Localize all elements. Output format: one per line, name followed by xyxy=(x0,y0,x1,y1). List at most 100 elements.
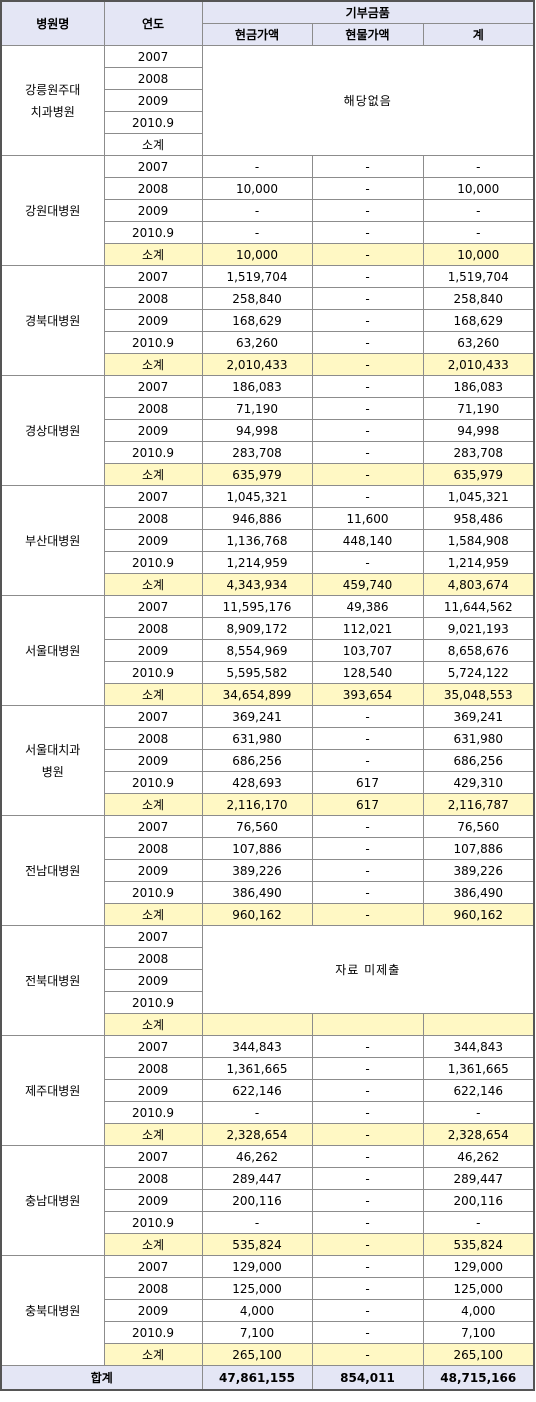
total-cell: 1,045,321 xyxy=(422,485,535,508)
table-row: 2009 622,146-622,146 xyxy=(1,1079,535,1102)
cash-cell: 2,010,433 xyxy=(201,353,313,376)
total-cell: 8,658,676 xyxy=(422,639,535,662)
total-cell: 4,000 xyxy=(422,1299,535,1322)
goods-cell: - xyxy=(311,397,424,420)
total-cell: 4,803,674 xyxy=(422,573,535,596)
year-cell: 2008 xyxy=(103,1277,203,1300)
cash-cell: 34,654,899 xyxy=(201,683,313,706)
year-cell: 2008 xyxy=(103,727,203,750)
note-cell: 해당없음 xyxy=(201,45,535,156)
total-cell: 958,486 xyxy=(422,507,535,530)
goods-cell: - xyxy=(311,331,424,354)
goods-cell: - xyxy=(311,353,424,376)
goods-cell: - xyxy=(311,243,424,266)
cash-cell: 389,226 xyxy=(201,859,313,882)
empty-cell xyxy=(422,1013,535,1036)
year-cell: 2007 xyxy=(103,265,203,288)
cash-cell: 1,519,704 xyxy=(201,265,313,288)
year-cell: 2008 xyxy=(103,837,203,860)
total-cell: 7,100 xyxy=(422,1321,535,1344)
year-cell: 2008 xyxy=(103,287,203,310)
table-row: 2010.9- - - xyxy=(1,221,535,244)
cash-cell: 631,980 xyxy=(201,727,313,750)
year-cell: 2007 xyxy=(103,1035,203,1058)
goods-cell: - xyxy=(311,1321,424,1344)
goods-cell: - xyxy=(311,1299,424,1322)
year-cell: 2007 xyxy=(103,1145,203,1168)
header-hospital: 병원명 xyxy=(0,0,105,46)
total-cell: 107,886 xyxy=(422,837,535,860)
total-cell: 2,328,654 xyxy=(422,1123,535,1146)
table-row: 서울대병원 2007 11,595,176 49,386 11,644,562 xyxy=(0,595,535,706)
hospital-name: 강릉원주대 치과병원 xyxy=(0,45,105,156)
cash-cell: 428,693 xyxy=(201,771,313,794)
table-row: 충북대병원 2007 129,000-129,000 xyxy=(0,1255,535,1366)
year-cell: 소계 xyxy=(103,573,203,596)
goods-cell: - xyxy=(311,441,424,464)
hospital-name: 경북대병원 xyxy=(0,265,105,376)
total-cell: 46,262 xyxy=(422,1145,535,1168)
year-cell: 2008 xyxy=(103,67,203,90)
table-row: 소계 2,328,654-2,328,654 xyxy=(1,1123,535,1146)
goods-cell: 128,540 xyxy=(311,661,424,684)
table-row: 2009 686,256-686,256 xyxy=(1,749,535,772)
year-cell: 2010.9 xyxy=(103,221,203,244)
year-cell: 2007 xyxy=(103,485,203,508)
total-cell: - xyxy=(422,221,535,244)
cash-cell: 289,447 xyxy=(201,1167,313,1190)
cash-cell: 686,256 xyxy=(201,749,313,772)
cash-cell: 168,629 xyxy=(201,309,313,332)
goods-cell: - xyxy=(311,1123,424,1146)
header-donation: 기부금품 xyxy=(201,0,535,24)
cash-cell: 535,824 xyxy=(201,1233,313,1256)
year-cell: 2007 xyxy=(103,45,203,68)
cash-cell: 2,328,654 xyxy=(201,1123,313,1146)
goods-cell: 617 xyxy=(311,771,424,794)
cash-cell: 63,260 xyxy=(201,331,313,354)
year-cell: 2008 xyxy=(103,1167,203,1190)
cash-cell: - xyxy=(201,155,313,178)
year-cell: 소계 xyxy=(103,683,203,706)
year-cell: 2009 xyxy=(103,639,203,662)
note-cell: 자료 미제출 xyxy=(201,925,535,1014)
table-row: 2009 200,116-200,116 xyxy=(1,1189,535,1212)
table-row: 2008 107,886-107,886 xyxy=(1,837,535,860)
total-value: 47,861,155 xyxy=(201,1365,313,1391)
goods-cell: - xyxy=(311,1035,424,1058)
total-cell: 258,840 xyxy=(422,287,535,310)
goods-cell: - xyxy=(311,837,424,860)
goods-cell: 112,021 xyxy=(311,617,424,640)
year-cell: 2009 xyxy=(103,1299,203,1322)
goods-cell: 103,707 xyxy=(311,639,424,662)
total-cell: 344,843 xyxy=(422,1035,535,1058)
cash-cell: 386,490 xyxy=(201,881,313,904)
cash-cell: 1,214,959 xyxy=(201,551,313,574)
table-row: 2009 168,629-168,629 xyxy=(1,309,535,332)
cash-cell: - xyxy=(201,1211,313,1234)
year-cell: 2007 xyxy=(103,925,203,948)
goods-cell: - xyxy=(311,903,424,926)
cash-cell: 7,100 xyxy=(201,1321,313,1344)
table-row: 전북대병원 2007 자료 미제출 xyxy=(0,925,535,1036)
goods-cell: - xyxy=(311,463,424,486)
year-cell: 2008 xyxy=(103,507,203,530)
goods-cell: - xyxy=(311,1211,424,1234)
total-cell: 1,519,704 xyxy=(422,265,535,288)
year-cell: 소계 xyxy=(103,1013,203,1036)
hospital-name: 전남대병원 xyxy=(0,815,105,926)
hospital-name: 경상대병원 xyxy=(0,375,105,486)
table-row: 전남대병원 2007 76,560-76,560 xyxy=(0,815,535,926)
goods-cell: - xyxy=(311,287,424,310)
table-row: 2008 xyxy=(1,947,534,970)
year-cell: 소계 xyxy=(103,1233,203,1256)
goods-cell: 11,600 xyxy=(311,507,424,530)
year-cell: 2009 xyxy=(103,529,203,552)
year-cell: 2007 xyxy=(103,375,203,398)
total-cell: 125,000 xyxy=(422,1277,535,1300)
goods-cell: - xyxy=(311,1189,424,1212)
cash-cell: 186,083 xyxy=(201,375,313,398)
total-value: 48,715,166 xyxy=(422,1365,535,1391)
year-cell: 2010.9 xyxy=(103,771,203,794)
header-goods: 현물가액 xyxy=(311,23,424,46)
goods-cell: - xyxy=(311,859,424,882)
